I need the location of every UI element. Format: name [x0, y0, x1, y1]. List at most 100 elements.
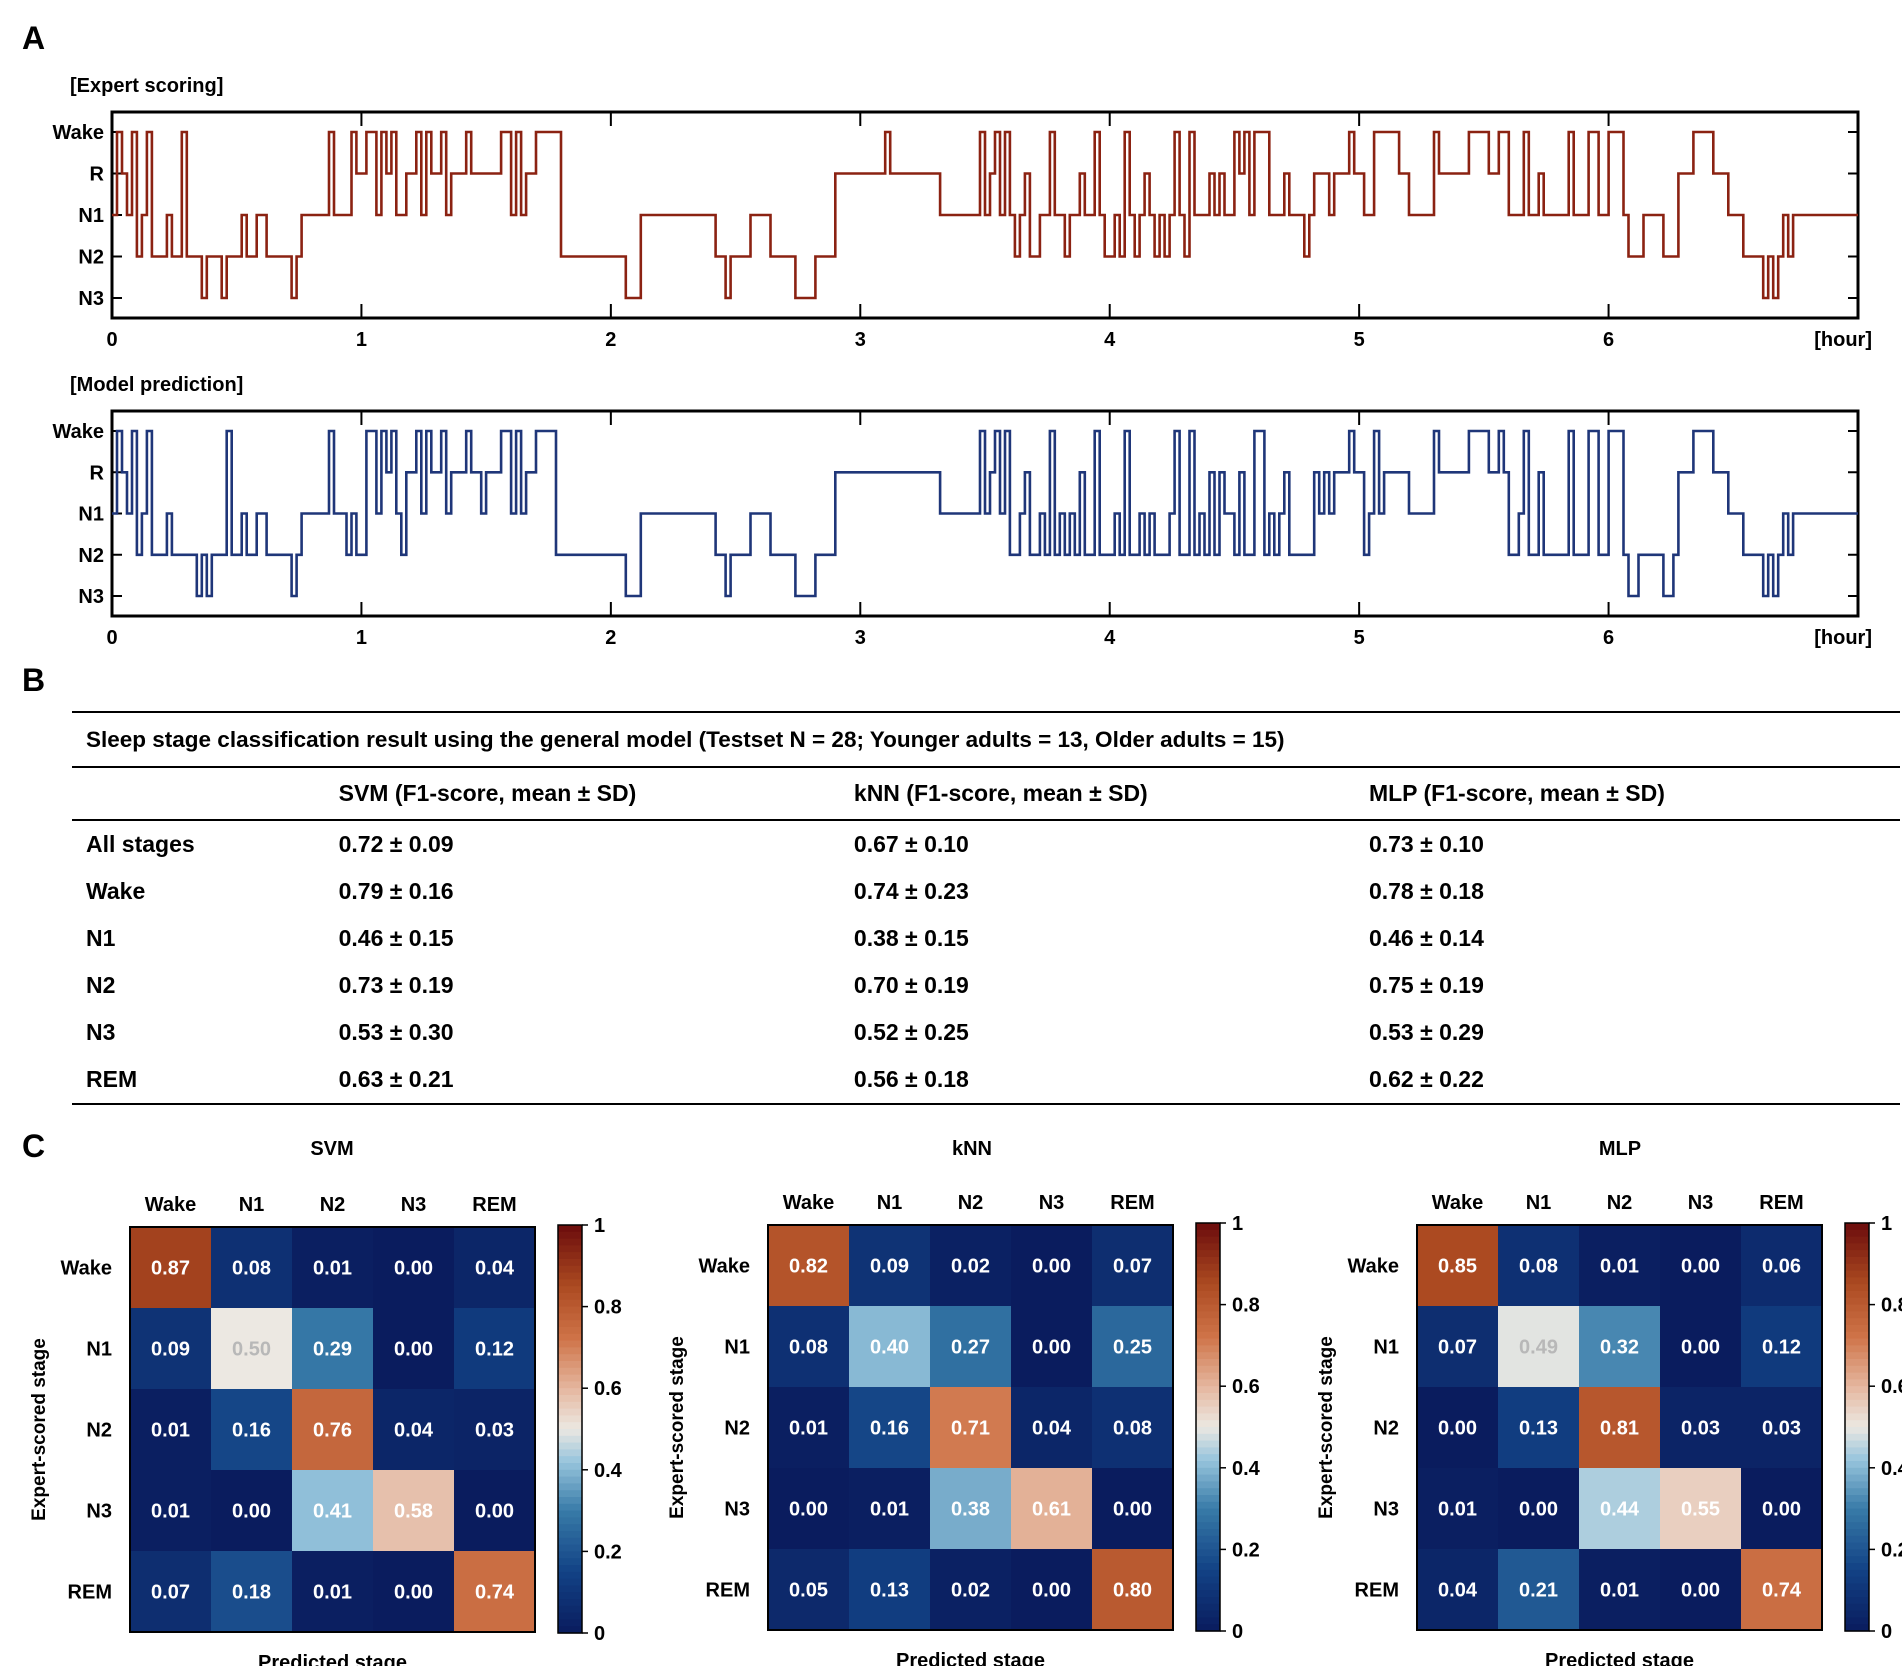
colorbar-tick-label: 0.8: [1881, 1295, 1902, 1317]
colorbar-segment: [1845, 1610, 1869, 1618]
heatmap-cell: [130, 1389, 211, 1470]
colorbar-tick-label: 0.2: [594, 1541, 622, 1563]
heatmap-cell: [768, 1468, 849, 1549]
cell-value-label: 0.08: [232, 1258, 271, 1280]
colorbar-segment: [1196, 1399, 1220, 1408]
colorbar-segment: [558, 1449, 582, 1457]
colorbar-segment: [558, 1361, 582, 1369]
colorbar-segment: [558, 1619, 582, 1627]
heatmap-cell: [1498, 1306, 1579, 1387]
colorbar-segment: [558, 1395, 582, 1403]
column-label: REM: [1110, 1192, 1154, 1214]
cell-value-label: 0.07: [151, 1582, 190, 1604]
heatmap-cell: [930, 1468, 1011, 1549]
colorbar-segment: [558, 1537, 582, 1546]
colorbar-segment: [558, 1408, 582, 1416]
colorbar-segment: [558, 1238, 582, 1246]
colorbar-segment: [1845, 1393, 1869, 1401]
colorbar-segment: [558, 1578, 582, 1586]
f1-score-table: Sleep stage classification result using …: [72, 711, 1900, 1105]
colorbar-segment: [1196, 1393, 1220, 1401]
confusion-matrix-svm: SVM Wake Wake N1 N1 N2 N2 N3 N3 REM REM 0.87 0.08 0.0…: [29, 1138, 623, 1666]
heatmap-cell: [373, 1551, 454, 1632]
cell-value-label: 0.01: [313, 1582, 352, 1604]
heatmap-cell: [1092, 1306, 1173, 1387]
colorbar-segment: [558, 1558, 582, 1566]
column-label: N3: [1039, 1192, 1065, 1214]
heatmap-cell: [1579, 1387, 1660, 1468]
table-caption-row: Sleep stage classification result using …: [72, 711, 1900, 768]
colorbar-segment: [1845, 1569, 1869, 1578]
colorbar-tick-label: 0: [1232, 1621, 1243, 1643]
cell-value-label: 0.09: [151, 1339, 190, 1361]
cell-value-label: 0.00: [1032, 1256, 1071, 1278]
colorbar-segment: [558, 1565, 582, 1573]
colorbar-segment: [1845, 1461, 1869, 1469]
panel-label-b: B: [22, 662, 46, 698]
colorbar-tick-label: 0.6: [1881, 1376, 1902, 1398]
colorbar-segment: [558, 1503, 582, 1512]
colorbar-segment: [1845, 1250, 1869, 1258]
heatmap-cell: [454, 1308, 535, 1389]
y-tick-label: N2: [78, 247, 104, 269]
colorbar-segment: [558, 1599, 582, 1607]
colorbar-segment: [1196, 1365, 1220, 1374]
table-cell: 0.74 ± 0.23: [853, 878, 969, 904]
colorbar-segment: [1845, 1257, 1869, 1265]
colorbar-tick-label: 0.8: [1232, 1295, 1260, 1317]
x-tick-label: 5: [1354, 329, 1365, 351]
hypnogram-series-line: [112, 429, 1858, 598]
cell-value-label: 0.02: [951, 1256, 990, 1278]
colorbar-segment: [1196, 1603, 1220, 1612]
colorbar-segment: [1196, 1495, 1220, 1503]
column-label: N3: [1688, 1192, 1714, 1214]
heatmap-cell: [1011, 1549, 1092, 1630]
cell-value-label: 0.00: [1032, 1337, 1071, 1359]
colorbar-segment: [1845, 1243, 1869, 1251]
colorbar-segment: [558, 1293, 582, 1301]
column-label: N2: [1607, 1192, 1633, 1214]
colorbar-tick-label: 0: [1881, 1621, 1892, 1643]
colorbar-segment: [1845, 1325, 1869, 1333]
heatmap-cell: [1579, 1306, 1660, 1387]
heatmap-cell: [1741, 1468, 1822, 1549]
cell-value-label: 0.21: [1519, 1580, 1558, 1602]
table-cell: 0.56 ± 0.18: [839, 1056, 1355, 1105]
colorbar-segment: [1196, 1529, 1220, 1537]
cell-value-label: 0.09: [870, 1256, 909, 1278]
cell-value-label: 0.32: [1600, 1337, 1639, 1359]
heatmap-cell: [373, 1227, 454, 1308]
cell-value-label: 0.00: [1762, 1499, 1801, 1521]
colorbar-segment: [558, 1517, 582, 1525]
cell-value-label: 0.74: [1762, 1580, 1802, 1602]
heatmap-cell: [1660, 1468, 1741, 1549]
heatmap-cell: [849, 1306, 930, 1387]
panel-label-c: C: [22, 1128, 46, 1164]
colorbar-segment: [558, 1524, 582, 1532]
colorbar-segment: [1845, 1549, 1869, 1557]
colorbar-segment: [1196, 1263, 1220, 1272]
colorbar-tick-label: 1: [594, 1215, 605, 1237]
heatmap-cell: [1011, 1225, 1092, 1306]
table-cell: 0.75 ± 0.19: [1368, 972, 1484, 998]
table-cell: 0.73 ± 0.19: [338, 972, 454, 998]
table-cell: 0.78 ± 0.18: [1368, 878, 1484, 904]
colorbar-segment: [1845, 1576, 1869, 1584]
matrix-title: kNN: [952, 1138, 992, 1160]
cell-value-label: 0.16: [232, 1420, 271, 1442]
heatmap-cell: [1660, 1225, 1741, 1306]
cell-value-label: 0.38: [951, 1499, 990, 1521]
colorbar-segment: [558, 1571, 582, 1580]
row-label: N3: [86, 1501, 112, 1523]
colorbar-segment: [558, 1544, 582, 1552]
colorbar-segment: [1196, 1427, 1220, 1435]
cell-value-label: 0.71: [951, 1418, 990, 1440]
cell-value-label: 0.08: [1519, 1256, 1558, 1278]
table-cell: 0.53 ± 0.30: [338, 1019, 454, 1045]
y-tick-label: Wake: [52, 421, 104, 443]
cell-value-label: 0.00: [1681, 1256, 1720, 1278]
colorbar-segment: [558, 1497, 582, 1505]
colorbar-segment: [1196, 1549, 1220, 1557]
x-tick-label: 4: [1104, 329, 1116, 351]
colorbar-segment: [1196, 1345, 1220, 1353]
